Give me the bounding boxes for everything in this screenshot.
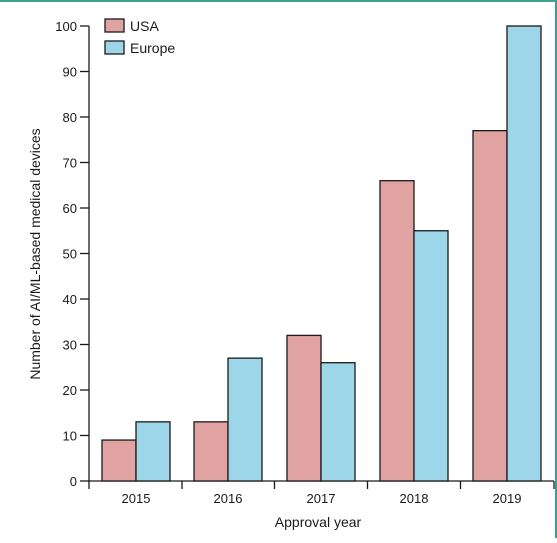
ticks: 0 10 20 30 40 50 60 70 80 90 100 2015 2016 2017 2018 20… bbox=[55, 19, 555, 506]
y-tick-label: 100 bbox=[55, 19, 77, 34]
frame-right-border bbox=[555, 0, 557, 538]
y-tick-label: 90 bbox=[63, 65, 77, 80]
y-tick-label: 60 bbox=[63, 201, 77, 216]
x-tick-label: 2015 bbox=[122, 491, 151, 506]
y-tick-label: 40 bbox=[63, 292, 77, 307]
y-axis-label: Number of AI/ML-based medical devices bbox=[27, 128, 43, 379]
x-axis-label: Approval year bbox=[275, 514, 362, 530]
bar-europe-2017 bbox=[320, 362, 356, 482]
y-tick-label: 80 bbox=[63, 110, 77, 125]
x-tick-label: 2018 bbox=[400, 491, 429, 506]
bar-europe-2015 bbox=[135, 421, 171, 482]
y-tick-label: 10 bbox=[63, 429, 77, 444]
legend-label-europe: Europe bbox=[130, 40, 175, 56]
bar-usa-2019 bbox=[472, 129, 508, 482]
y-tick-label: 30 bbox=[63, 338, 77, 353]
bar-usa-2016 bbox=[193, 421, 229, 482]
y-tick-label: 20 bbox=[63, 383, 77, 398]
y-tick-label: 70 bbox=[63, 156, 77, 171]
bar-europe-2019 bbox=[506, 25, 542, 482]
x-tick-label: 2016 bbox=[214, 491, 243, 506]
bars bbox=[101, 25, 542, 482]
y-tick-label: 0 bbox=[70, 474, 77, 489]
legend-label-usa: USA bbox=[130, 18, 159, 34]
frame-top-border bbox=[0, 0, 557, 2]
legend-swatch-usa bbox=[104, 18, 125, 33]
bar-usa-2015 bbox=[101, 439, 137, 482]
bar-europe-2018 bbox=[413, 230, 449, 482]
legend: USA Europe bbox=[104, 18, 175, 56]
legend-swatch-europe bbox=[104, 40, 125, 55]
x-tick-label: 2019 bbox=[493, 491, 522, 506]
bar-europe-2016 bbox=[227, 357, 263, 482]
y-tick-label: 50 bbox=[63, 247, 77, 262]
bar-usa-2018 bbox=[379, 180, 415, 482]
x-tick-label: 2017 bbox=[307, 491, 336, 506]
bar-usa-2017 bbox=[286, 334, 322, 482]
